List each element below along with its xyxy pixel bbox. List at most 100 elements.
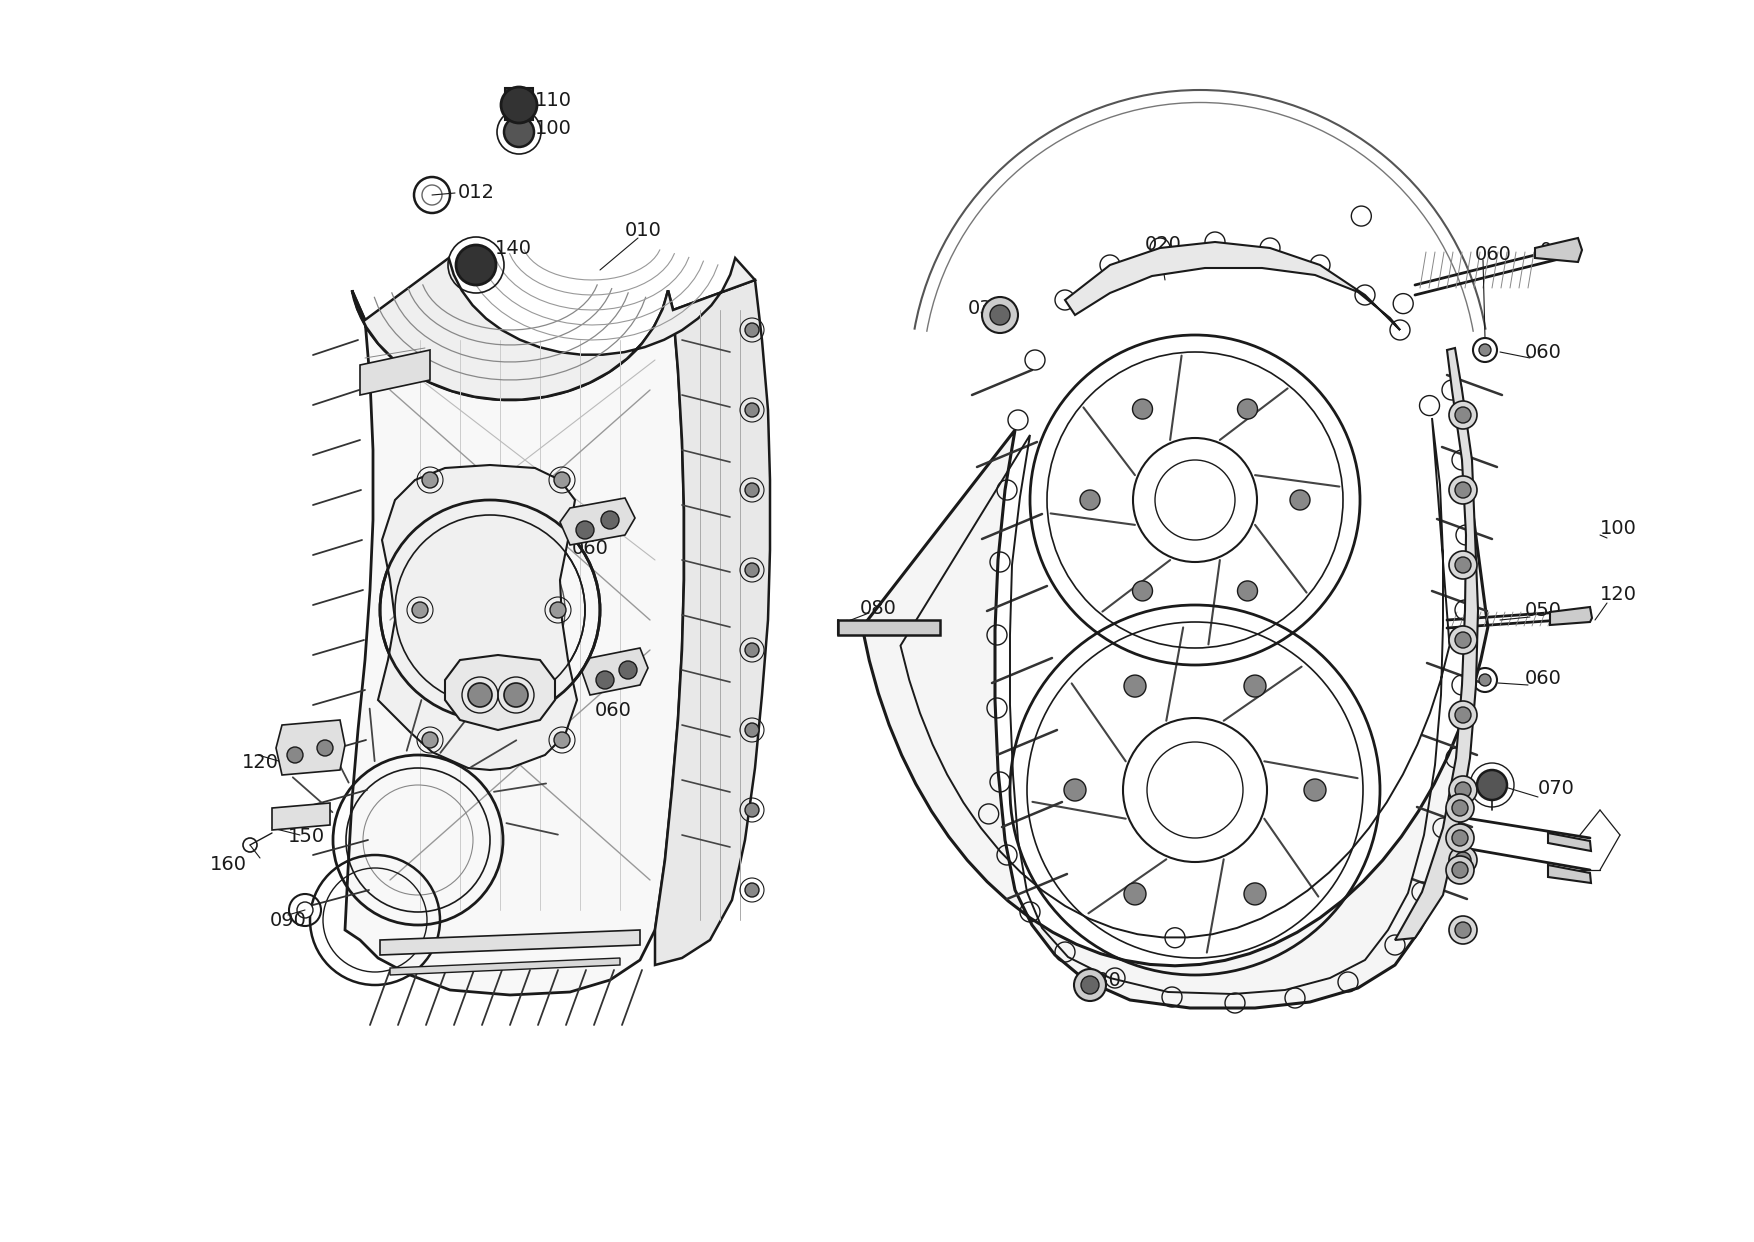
Circle shape (1456, 632, 1472, 648)
Circle shape (745, 883, 759, 897)
Text: 060: 060 (572, 539, 609, 558)
Text: 060: 060 (1475, 246, 1512, 265)
Circle shape (288, 746, 303, 763)
Text: 100: 100 (535, 118, 572, 138)
Polygon shape (505, 88, 533, 120)
Polygon shape (1549, 864, 1591, 883)
Polygon shape (275, 720, 346, 775)
Circle shape (745, 483, 759, 497)
Text: 140: 140 (495, 238, 531, 257)
Circle shape (1456, 922, 1472, 938)
Circle shape (1303, 779, 1326, 801)
Circle shape (1238, 399, 1258, 419)
Circle shape (1238, 581, 1258, 601)
Text: 030: 030 (968, 298, 1005, 318)
Polygon shape (389, 958, 619, 975)
Polygon shape (838, 620, 940, 635)
Circle shape (503, 683, 528, 707)
Circle shape (745, 323, 759, 337)
Text: 030: 030 (1086, 970, 1123, 990)
Circle shape (1073, 969, 1107, 1001)
Polygon shape (272, 804, 330, 830)
Circle shape (745, 643, 759, 657)
Text: 110: 110 (535, 91, 572, 109)
Polygon shape (863, 415, 1487, 1009)
Circle shape (1080, 491, 1100, 510)
Circle shape (1456, 407, 1472, 424)
Polygon shape (1535, 238, 1582, 262)
Circle shape (1124, 883, 1145, 905)
Text: 080: 080 (859, 599, 896, 617)
Circle shape (1479, 344, 1491, 356)
Polygon shape (379, 465, 577, 770)
Circle shape (1449, 476, 1477, 504)
Circle shape (745, 723, 759, 737)
Circle shape (982, 297, 1017, 333)
Circle shape (296, 902, 312, 918)
Polygon shape (381, 930, 640, 955)
Text: 020: 020 (1145, 236, 1182, 255)
Circle shape (502, 87, 537, 123)
Text: 120: 120 (1600, 585, 1636, 605)
Circle shape (1449, 700, 1477, 729)
Circle shape (1449, 626, 1477, 655)
Circle shape (423, 472, 438, 488)
Circle shape (1477, 770, 1507, 800)
Text: 090: 090 (270, 910, 307, 929)
Circle shape (1456, 482, 1472, 498)
Circle shape (1080, 976, 1100, 994)
Text: 150: 150 (288, 827, 324, 847)
Circle shape (456, 245, 496, 284)
Polygon shape (446, 655, 554, 730)
Circle shape (1445, 794, 1473, 822)
Circle shape (1452, 862, 1468, 878)
Circle shape (412, 602, 428, 619)
Circle shape (1289, 491, 1310, 510)
Circle shape (745, 563, 759, 578)
Circle shape (1124, 676, 1145, 697)
Circle shape (1456, 852, 1472, 868)
Circle shape (745, 402, 759, 417)
Polygon shape (360, 350, 430, 395)
Circle shape (1445, 856, 1473, 884)
Circle shape (1244, 883, 1266, 905)
Circle shape (468, 683, 493, 707)
Circle shape (1449, 846, 1477, 874)
Text: 060: 060 (595, 700, 631, 719)
Polygon shape (353, 258, 754, 400)
Polygon shape (1551, 607, 1593, 625)
Circle shape (1449, 776, 1477, 804)
Circle shape (1449, 551, 1477, 579)
Polygon shape (346, 291, 684, 995)
Circle shape (317, 740, 333, 756)
Text: 050: 050 (1524, 600, 1563, 620)
Polygon shape (582, 648, 647, 696)
Circle shape (1479, 674, 1491, 686)
Polygon shape (654, 279, 770, 965)
Circle shape (554, 732, 570, 748)
Text: 060: 060 (1524, 668, 1561, 688)
Circle shape (1452, 800, 1468, 816)
Circle shape (1445, 823, 1473, 852)
Circle shape (503, 117, 533, 147)
Circle shape (596, 671, 614, 689)
Circle shape (1456, 707, 1472, 723)
Text: 070: 070 (1538, 779, 1575, 797)
Circle shape (1449, 917, 1477, 944)
Circle shape (1452, 830, 1468, 846)
Circle shape (1244, 676, 1266, 697)
Text: 060: 060 (1524, 343, 1561, 361)
Circle shape (1456, 782, 1472, 799)
Circle shape (575, 520, 595, 539)
Circle shape (619, 661, 637, 679)
Circle shape (423, 732, 438, 748)
Circle shape (989, 306, 1010, 325)
Polygon shape (1065, 242, 1400, 330)
Circle shape (1133, 399, 1152, 419)
Circle shape (1133, 581, 1152, 601)
Text: 100: 100 (1600, 518, 1636, 538)
Polygon shape (1549, 833, 1591, 851)
Text: 012: 012 (458, 184, 495, 202)
Circle shape (602, 510, 619, 529)
Polygon shape (1394, 348, 1479, 940)
